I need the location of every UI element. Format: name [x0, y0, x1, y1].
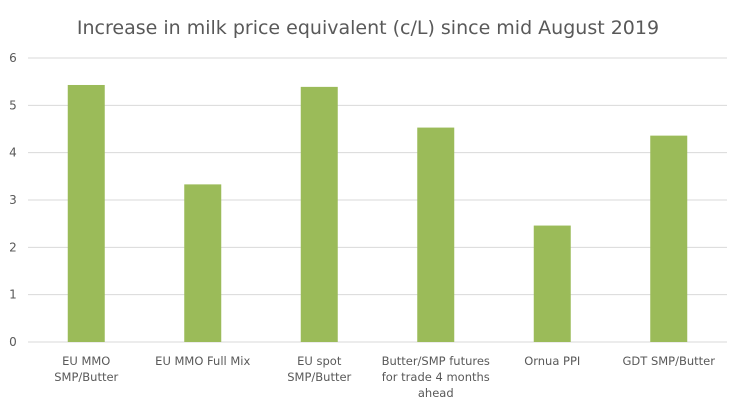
x-category-label: Ornua PPI: [524, 354, 580, 368]
bar: [417, 127, 455, 342]
x-category-label: ahead: [418, 386, 454, 400]
x-category-label: EU spot: [297, 354, 342, 368]
x-category-label: EU MMO Full Mix: [155, 354, 250, 368]
bar: [67, 84, 105, 342]
x-category-label: SMP/Butter: [287, 370, 351, 384]
x-category-label: SMP/Butter: [54, 370, 118, 384]
chart-title: Increase in milk price equivalent (c/L) …: [77, 17, 659, 39]
y-tick-label: 4: [9, 146, 17, 160]
y-tick-label: 2: [9, 240, 17, 254]
x-category-label: GDT SMP/Butter: [623, 354, 716, 368]
bar: [184, 184, 222, 342]
bar: [300, 86, 338, 342]
y-tick-label: 3: [9, 193, 17, 207]
bar: [650, 135, 688, 342]
x-category-label: Butter/SMP futures: [382, 354, 490, 368]
y-tick-label: 5: [9, 98, 17, 112]
x-category-label: EU MMO: [62, 354, 110, 368]
x-category-label: for trade 4 months: [382, 370, 490, 384]
y-tick-label: 0: [9, 335, 17, 349]
y-tick-label: 1: [9, 288, 17, 302]
y-tick-label: 6: [9, 51, 17, 65]
bar: [533, 225, 571, 342]
